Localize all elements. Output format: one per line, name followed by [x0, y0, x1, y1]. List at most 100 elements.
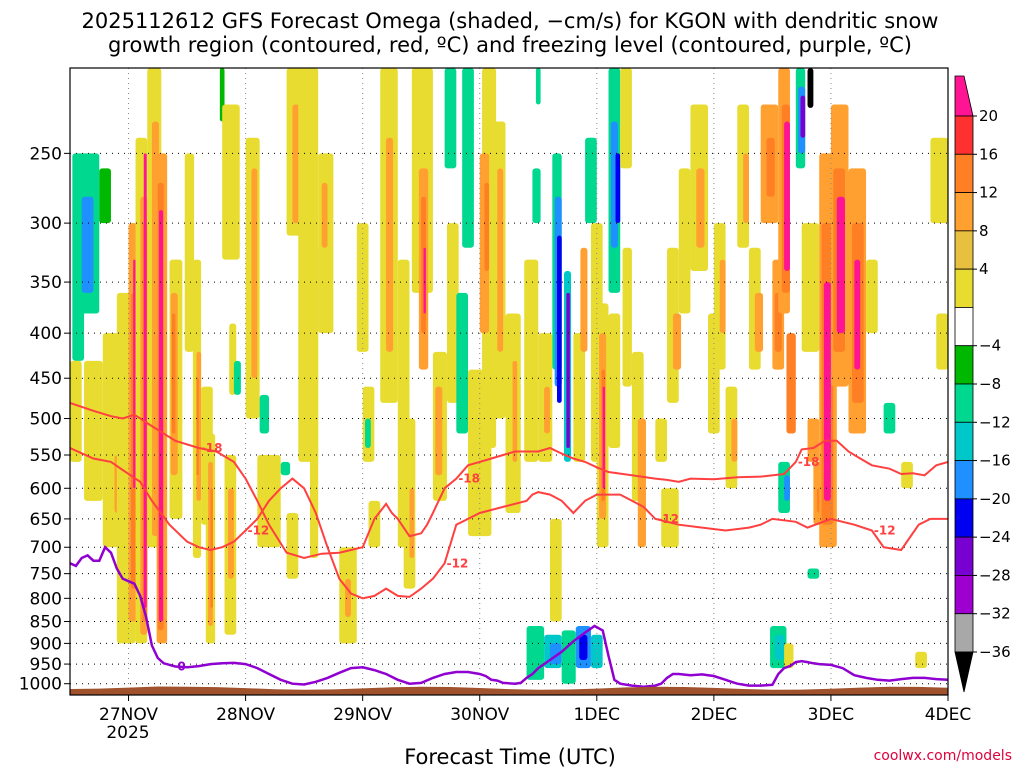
contour-label: -12: [874, 523, 896, 537]
x-axis-year-label: 2025: [106, 723, 149, 743]
credit-text: coolwx.com/models: [874, 748, 1012, 764]
omega-cell: [655, 418, 668, 462]
colorbar-box: [954, 345, 974, 385]
colorbar-box: [954, 307, 974, 347]
omega-cell: [102, 333, 120, 548]
omega-cell: [672, 313, 682, 370]
x-tick-label: 29NOV: [333, 705, 392, 725]
contour-lines: -12 -12 -12 -12 -18 -18 -18 0: [70, 401, 948, 688]
omega-cell: [484, 182, 490, 271]
y-tick-label: 600: [30, 479, 62, 499]
y-axis: 2503003504004505005506006507007508008509…: [19, 144, 70, 695]
x-tick-label: 3DEC: [808, 705, 855, 725]
omega-cell: [580, 247, 588, 352]
surface-terrain: [70, 686, 948, 695]
omega-cell: [696, 168, 705, 248]
y-tick-label: 950: [30, 655, 62, 675]
omega-cell: [143, 153, 147, 608]
colorbar-label: 8: [979, 222, 989, 240]
omega-cell: [532, 168, 541, 224]
plot-frame: [69, 67, 949, 696]
omega-cell: [556, 235, 562, 403]
omega-cell: [158, 210, 164, 622]
omega-cell: [286, 512, 299, 579]
colorbar-label: −16: [979, 452, 1011, 470]
colorbar-box: [954, 613, 974, 653]
colorbar-label: −4: [979, 337, 1001, 355]
omega-cell: [70, 360, 82, 462]
x-axis-title: Forecast Time (UTC): [404, 745, 616, 768]
omega-cell: [259, 394, 270, 434]
omega-cell: [801, 223, 820, 352]
x-tick-label: 2DEC: [691, 705, 738, 725]
omega-cell: [292, 104, 300, 224]
omega-cell: [549, 518, 562, 622]
contour-label: -18: [201, 441, 223, 455]
omega-cell: [497, 168, 504, 352]
y-tick-label: 850: [30, 613, 62, 633]
colorbar-label: −32: [979, 605, 1011, 623]
omega-cell: [854, 259, 861, 370]
omega-cell: [386, 137, 394, 352]
omega-cell: [321, 182, 328, 248]
chart-title-line2: growth region (contoured, red, ºC) and f…: [108, 33, 912, 57]
omega-cell: [915, 651, 927, 669]
omega-cell: [133, 259, 136, 489]
x-tick-label: 27NOV: [99, 705, 158, 725]
colorbar-box: [954, 115, 974, 155]
omega-cell: [786, 333, 796, 434]
omega-cell: [608, 313, 621, 448]
omega-cell: [661, 488, 679, 548]
colorbar-box: [954, 460, 974, 500]
omega-cell: [825, 351, 831, 462]
y-tick-label: 900: [30, 634, 62, 654]
colorbar-label: −24: [979, 528, 1011, 546]
omega-cell: [579, 634, 588, 661]
y-tick-label: 550: [30, 446, 62, 466]
y-tick-label: 500: [30, 410, 62, 430]
x-tick-label: 4DEC: [925, 705, 972, 725]
contour-label: 0: [177, 659, 185, 673]
omega-cell: [512, 360, 518, 462]
y-tick-label: 1000: [19, 675, 62, 695]
omega-cell: [171, 313, 176, 434]
omega-cell: [356, 223, 369, 352]
omega-cell: [81, 196, 94, 293]
contour-label: -12: [447, 556, 469, 570]
y-tick-label: 400: [30, 324, 62, 344]
colorbar-box: [954, 192, 974, 232]
x-tick-label: 1DEC: [574, 705, 621, 725]
omega-cell: [196, 378, 199, 476]
omega-cell: [444, 68, 457, 169]
colorbar: 20 16 12 8 4 −4 −8 −12 −16 −20 −24 −28 −32 −36: [954, 75, 1011, 693]
omega-cell: [184, 153, 195, 352]
colorbar-box: [954, 383, 974, 423]
omega-cell: [807, 568, 820, 579]
omega-cell: [784, 643, 794, 669]
omega-cell: [719, 259, 726, 334]
omega-cell: [566, 292, 570, 448]
omega-cell: [368, 500, 381, 548]
x-tick-label: 28NOV: [216, 705, 275, 725]
plot-area: -12 -12 -12 -12 -18 -18 -18 0: [70, 68, 948, 695]
x-tick-label: 30NOV: [450, 705, 509, 725]
omega-cell: [535, 68, 541, 105]
omega-cell: [901, 461, 913, 489]
omega-cell: [754, 292, 764, 352]
omega-cell: [585, 137, 597, 224]
omega-cell: [409, 488, 415, 559]
omega-cell: [561, 630, 576, 684]
omega-cell: [807, 418, 820, 462]
colorbar-label: −28: [979, 566, 1011, 584]
omega-cell: [228, 488, 234, 579]
contour-dgz-12c-level: [70, 447, 948, 600]
y-tick-label: 450: [30, 369, 62, 389]
omega-cell: [524, 259, 539, 462]
omega-cell: [435, 386, 443, 476]
y-tick-label: 650: [30, 510, 62, 530]
omega-cell: [800, 95, 806, 138]
y-tick-label: 250: [30, 144, 62, 164]
omega-cell: [615, 153, 621, 224]
omega-cell: [602, 386, 605, 489]
